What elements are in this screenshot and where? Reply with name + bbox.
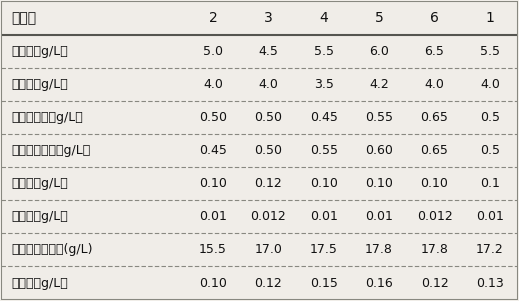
Text: 0.10: 0.10 — [420, 177, 448, 190]
Text: 0.45: 0.45 — [199, 144, 227, 157]
Text: 氯化钙（g/L）: 氯化钙（g/L） — [12, 277, 69, 290]
Text: 硝酸钙（g/L）: 硝酸钙（g/L） — [12, 210, 69, 223]
Text: 4.0: 4.0 — [258, 78, 278, 91]
Text: 0.50: 0.50 — [254, 111, 282, 124]
Text: 4.0: 4.0 — [203, 78, 223, 91]
Text: 0.10: 0.10 — [199, 277, 227, 290]
Text: 磷酸氢二钾（g/L）: 磷酸氢二钾（g/L） — [12, 111, 84, 124]
Text: 硫酸铵（g/L）: 硫酸铵（g/L） — [12, 78, 69, 91]
Text: 单质硫（g/L）: 单质硫（g/L） — [12, 45, 69, 57]
Text: 0.012: 0.012 — [417, 210, 453, 223]
Text: 4.0: 4.0 — [480, 78, 500, 91]
Text: 5.5: 5.5 — [480, 45, 500, 57]
Text: 0.10: 0.10 — [310, 177, 338, 190]
Text: 0.50: 0.50 — [254, 144, 282, 157]
Text: 0.55: 0.55 — [310, 144, 338, 157]
Text: 4.5: 4.5 — [258, 45, 278, 57]
Text: 0.13: 0.13 — [476, 277, 504, 290]
Text: 3.5: 3.5 — [314, 78, 334, 91]
Text: 0.15: 0.15 — [310, 277, 338, 290]
Text: 0.12: 0.12 — [420, 277, 448, 290]
Text: 6.0: 6.0 — [369, 45, 389, 57]
Text: 0.60: 0.60 — [365, 144, 393, 157]
Text: 15.5: 15.5 — [199, 244, 227, 256]
Text: 2: 2 — [209, 11, 217, 25]
Text: 6: 6 — [430, 11, 439, 25]
Text: 0.01: 0.01 — [365, 210, 393, 223]
Text: 4.2: 4.2 — [369, 78, 389, 91]
Text: 4.0: 4.0 — [425, 78, 444, 91]
Text: 5.5: 5.5 — [313, 45, 334, 57]
Text: 17.5: 17.5 — [310, 244, 338, 256]
Text: 0.55: 0.55 — [365, 111, 393, 124]
Text: 0.50: 0.50 — [199, 111, 227, 124]
Text: 4: 4 — [319, 11, 328, 25]
Text: 5.0: 5.0 — [203, 45, 223, 57]
Text: 3: 3 — [264, 11, 272, 25]
Text: 0.16: 0.16 — [365, 277, 393, 290]
Text: 实施例: 实施例 — [12, 11, 37, 25]
Text: 0.10: 0.10 — [199, 177, 227, 190]
Text: 氯化钾（g/L）: 氯化钾（g/L） — [12, 177, 69, 190]
Text: 17.8: 17.8 — [420, 244, 448, 256]
Text: 17.8: 17.8 — [365, 244, 393, 256]
Text: 0.01: 0.01 — [310, 210, 338, 223]
Text: 0.45: 0.45 — [310, 111, 338, 124]
Text: 0.12: 0.12 — [254, 277, 282, 290]
Text: 6.5: 6.5 — [425, 45, 444, 57]
Text: 17.0: 17.0 — [254, 244, 282, 256]
Text: 七水合硫酸亚铁(g/L): 七水合硫酸亚铁(g/L) — [12, 244, 93, 256]
Text: 5: 5 — [375, 11, 384, 25]
Text: 0.65: 0.65 — [420, 144, 448, 157]
Text: 0.65: 0.65 — [420, 111, 448, 124]
Text: 0.1: 0.1 — [480, 177, 500, 190]
Text: 0.12: 0.12 — [254, 177, 282, 190]
Text: 七水合硫酸镁（g/L）: 七水合硫酸镁（g/L） — [12, 144, 91, 157]
Text: 0.5: 0.5 — [480, 144, 500, 157]
Text: 0.10: 0.10 — [365, 177, 393, 190]
Text: 17.2: 17.2 — [476, 244, 504, 256]
Text: 0.01: 0.01 — [199, 210, 227, 223]
Text: 1: 1 — [485, 11, 495, 25]
Text: 0.5: 0.5 — [480, 111, 500, 124]
Text: 0.01: 0.01 — [476, 210, 504, 223]
Text: 0.012: 0.012 — [251, 210, 286, 223]
